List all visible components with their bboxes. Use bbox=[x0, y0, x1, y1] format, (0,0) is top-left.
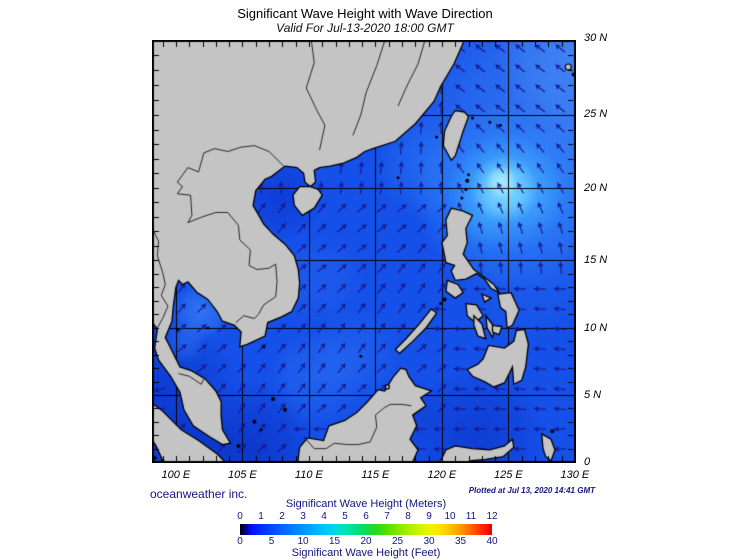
colorbar-meters-tick: 12 bbox=[486, 511, 498, 522]
lon-tick-label: 110 E bbox=[294, 469, 323, 481]
lat-tick-label: 10 N bbox=[584, 322, 608, 334]
colorbar-meters-tick: 9 bbox=[426, 511, 432, 522]
colorbar-feet-tick: 20 bbox=[360, 536, 372, 547]
lat-tick-label: 20 N bbox=[584, 182, 608, 194]
colorbar-feet-tick: 0 bbox=[237, 536, 243, 547]
colorbar-title-meters: Significant Wave Height (Meters) bbox=[285, 498, 447, 510]
credit-text: oceanweather inc. bbox=[150, 487, 248, 501]
wave-height-map-canvas bbox=[152, 40, 576, 463]
colorbar-meters-tick: 4 bbox=[321, 511, 327, 522]
colorbar-feet-tick: 5 bbox=[268, 536, 275, 547]
lat-tick-label: 0 bbox=[584, 456, 591, 468]
lon-tick-label: 100 E bbox=[161, 469, 191, 481]
colorbar-feet-tick: 25 bbox=[391, 536, 404, 547]
lat-tick-label: 25 N bbox=[584, 108, 608, 120]
page-title: Significant Wave Height with Wave Direct… bbox=[237, 6, 493, 21]
lat-tick-label: 15 N bbox=[584, 254, 608, 266]
colorbar-meters-tick: 6 bbox=[363, 511, 369, 522]
colorbar-meters-tick: 3 bbox=[300, 511, 306, 522]
colorbar-feet-tick: 10 bbox=[297, 536, 309, 547]
colorbar-feet-tick: 35 bbox=[454, 536, 467, 547]
colorbar-meters-tick: 8 bbox=[405, 511, 411, 522]
colorbar-title-feet: Significant Wave Height (Feet) bbox=[291, 547, 441, 559]
colorbar-meters-tick: 5 bbox=[342, 511, 348, 522]
lon-tick-label: 125 E bbox=[494, 469, 523, 481]
colorbar-meters-tick: 11 bbox=[465, 511, 477, 522]
lon-tick-label: 120 E bbox=[427, 469, 457, 481]
lon-tick-label: 130 E bbox=[560, 469, 590, 481]
colorbar-meters-tick: 7 bbox=[384, 511, 390, 522]
colorbar-meters-tick: 10 bbox=[444, 511, 456, 522]
plotted-timestamp: Plotted at Jul 13, 2020 14:41 GMT bbox=[468, 486, 595, 495]
lon-tick-label: 105 E bbox=[228, 469, 257, 481]
colorbar-feet-tick: 15 bbox=[328, 536, 341, 547]
lon-tick-label: 115 E bbox=[361, 469, 390, 481]
colorbar-feet-tick: 30 bbox=[423, 536, 435, 547]
colorbar-gradient bbox=[240, 524, 492, 535]
colorbar-feet-tick: 40 bbox=[486, 536, 498, 547]
lat-tick-label: 5 N bbox=[584, 389, 602, 401]
colorbar-meters-tick: 0 bbox=[237, 511, 243, 522]
lat-tick-label: 30 N bbox=[584, 32, 608, 44]
colorbar-meters-tick: 2 bbox=[279, 511, 285, 522]
colorbar-meters-tick: 1 bbox=[258, 511, 264, 522]
valid-time-subtitle: Valid For Jul-13-2020 18:00 GMT bbox=[276, 21, 454, 35]
